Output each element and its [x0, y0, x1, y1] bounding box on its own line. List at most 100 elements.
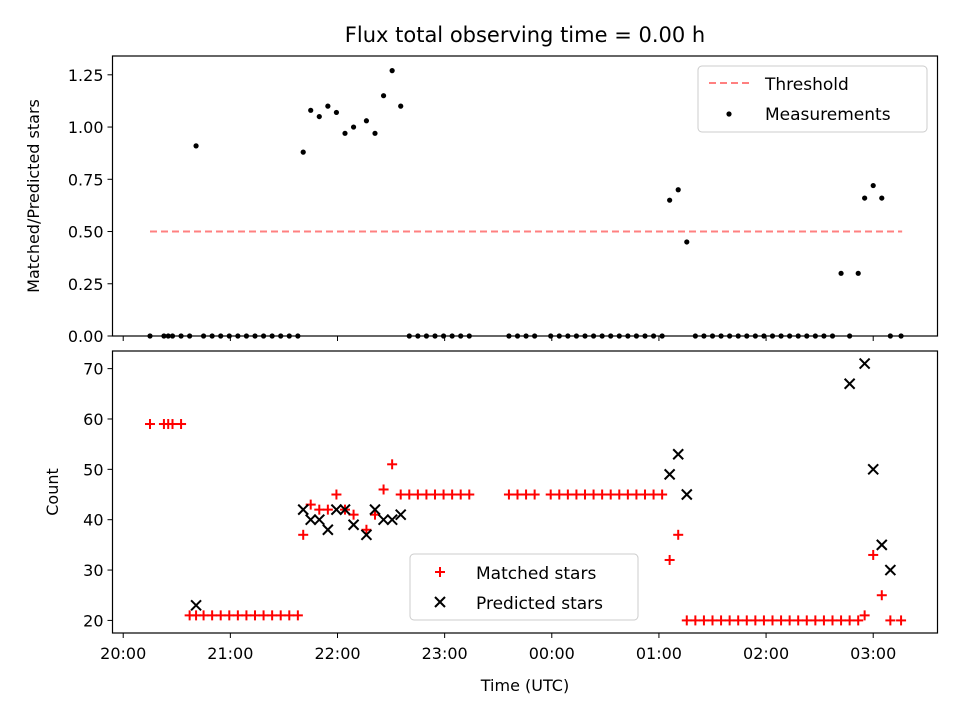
- predicted-point-b: [843, 378, 856, 390]
- matched-point: [664, 554, 675, 565]
- bottom-y-tick-label: 20: [83, 611, 103, 630]
- measurement-point: [193, 143, 199, 149]
- matched-point: [145, 419, 155, 430]
- legend-predicted-marker: [434, 596, 446, 608]
- matched-point: [232, 610, 243, 621]
- matched-point: [605, 489, 616, 500]
- legend-predicted-marker-b: [434, 596, 446, 608]
- bottom-y-axis-label: Count: [43, 468, 62, 516]
- predicted-point: [360, 529, 373, 541]
- predicted-point-b: [313, 513, 325, 526]
- matched-point: [198, 610, 209, 621]
- top-panel: 0.00 0.25 0.50 0.75 1.00 1.25 Matched/Predict…: [24, 55, 939, 346]
- predicted-point: [867, 463, 879, 476]
- predicted-point-b: [297, 503, 309, 516]
- matched-point: [733, 615, 744, 626]
- matched-point: [167, 419, 178, 430]
- top-y-tick-label: 0.00: [68, 327, 104, 346]
- top-marks: [147, 68, 904, 339]
- measurement-point: [372, 130, 378, 136]
- predicted-point: [884, 564, 897, 576]
- matched-point: [554, 489, 565, 500]
- predicted-point-b: [884, 564, 897, 576]
- matched-point: [421, 489, 432, 500]
- matched-point: [207, 610, 218, 621]
- matched-point: [673, 529, 684, 540]
- matched-point: [387, 459, 398, 470]
- measurement-point: [333, 109, 340, 116]
- matched-point: [430, 489, 440, 500]
- top-y-tick-label: 0.25: [68, 275, 104, 294]
- bottom-y-tick-label: 60: [83, 410, 103, 429]
- matched-point: [378, 484, 389, 495]
- matched-point: [361, 524, 372, 535]
- matched-point: [447, 489, 458, 500]
- bottom-axes: 20:00 21:00 22:00 23:00 00:00 01:00 02:00 03:00…: [83, 360, 896, 663]
- predicted-point: [322, 524, 334, 536]
- matched-point: [275, 610, 286, 621]
- predicted-point-b: [339, 503, 351, 516]
- matched-point: [690, 615, 701, 626]
- matched-point: [512, 489, 523, 500]
- measurement-point: [308, 107, 314, 113]
- matched-point: [284, 610, 295, 621]
- predicted-point-b: [395, 508, 407, 521]
- predicted-point-b: [386, 513, 398, 526]
- matched-point: [503, 489, 514, 500]
- measurement-point: [879, 195, 885, 201]
- top-legend-box: [697, 65, 928, 133]
- predicted-point-b: [377, 513, 390, 526]
- predicted-point: [347, 519, 360, 531]
- matched-point: [868, 549, 879, 560]
- matched-point: [614, 489, 625, 500]
- matched-point: [438, 489, 449, 500]
- matched-point: [750, 615, 761, 626]
- predicted-point: [843, 378, 856, 390]
- top-y-tick-label: 1.00: [68, 118, 104, 137]
- matched-point: [464, 489, 475, 500]
- matched-point: [571, 489, 582, 500]
- matched-point: [545, 489, 556, 500]
- matched-point: [370, 509, 380, 520]
- matched-point: [631, 489, 642, 500]
- matched-point: [698, 615, 709, 626]
- matched-point: [529, 489, 540, 500]
- legend-predicted-swatch: [434, 596, 446, 608]
- legend-matched-label: Matched stars: [476, 564, 596, 584]
- top-axes: 0.00 0.25 0.50 0.75 1.00 1.25: [68, 66, 874, 346]
- measurement-point: [684, 239, 690, 245]
- x-tick-label: 20:00: [100, 644, 146, 663]
- matched-point: [844, 615, 855, 626]
- measurement-point: [380, 93, 387, 99]
- x-tick-label: 03:00: [850, 644, 896, 663]
- measurement-point: [855, 270, 861, 276]
- bottom-plot-frame: [111, 350, 939, 634]
- bottom-y-tick-label: 70: [83, 360, 103, 379]
- predicted-point: [672, 448, 684, 460]
- matched-point: [836, 615, 847, 626]
- matched-point: [455, 489, 466, 500]
- matched-point: [348, 509, 359, 520]
- predicted-point: [369, 503, 381, 516]
- predicted-point: [377, 513, 390, 526]
- matched-point: [395, 489, 406, 500]
- matched-point: [322, 504, 333, 515]
- matched-point: [648, 489, 659, 500]
- matched-point: [896, 615, 907, 626]
- predicted-point: [297, 503, 309, 516]
- matched-point: [404, 489, 415, 500]
- predicted-point-b: [322, 524, 334, 536]
- measurement-point: [325, 103, 331, 109]
- legend-matched-marker: [435, 567, 445, 577]
- matched-point: [876, 590, 887, 601]
- measurement-point: [870, 182, 876, 189]
- matched-point: [412, 489, 423, 500]
- measurement-point: [342, 130, 348, 136]
- matched-point: [801, 615, 812, 626]
- top-y-tick-label: 0.50: [68, 223, 104, 242]
- matched-point: [314, 504, 325, 515]
- measurement-point: [862, 195, 868, 201]
- top-y-tick-label: 1.25: [68, 66, 104, 85]
- predicted-point: [313, 513, 325, 526]
